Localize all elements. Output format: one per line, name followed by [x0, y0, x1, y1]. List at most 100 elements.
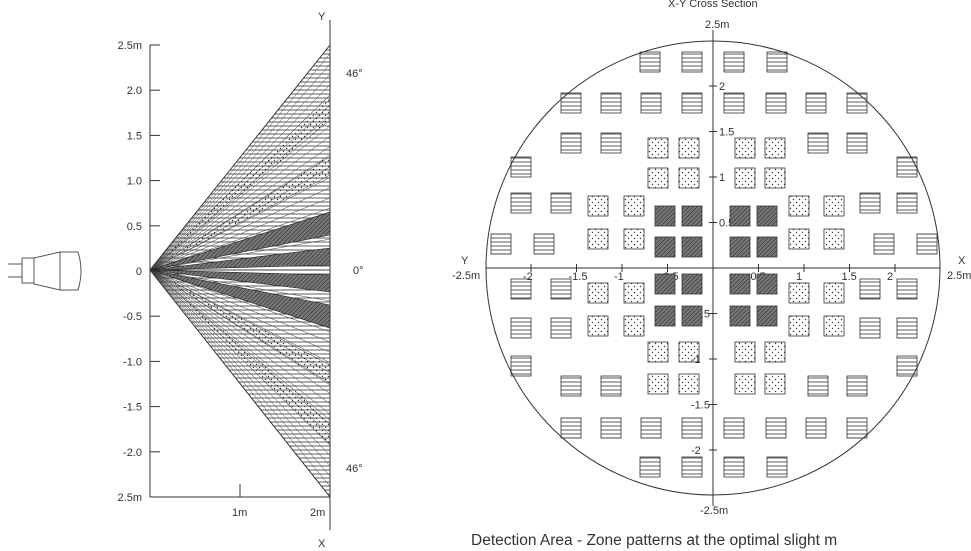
zone-square — [723, 417, 745, 439]
zone-square — [587, 195, 609, 217]
zone-square — [734, 137, 756, 159]
zone-square — [647, 373, 669, 395]
zone-square — [764, 137, 786, 159]
zone-square — [681, 205, 703, 227]
zone-square — [654, 305, 676, 327]
zone-square — [765, 92, 787, 114]
zone-square — [846, 132, 868, 154]
zone-square — [756, 273, 778, 295]
side-y-tick-label: 1.0 — [127, 176, 142, 188]
zone-square — [805, 92, 827, 114]
side-x-tick-2m: 2m — [310, 507, 325, 519]
angle-mid-label: 0° — [353, 265, 364, 277]
zone-square — [765, 417, 787, 439]
zone-square — [788, 282, 810, 304]
zone-square — [681, 236, 703, 258]
cs-right-axis: X — [958, 255, 966, 267]
cs-x-tick: -1.5 — [569, 271, 588, 283]
zone-square — [729, 205, 751, 227]
zone-square — [807, 375, 829, 397]
side-view-diagram: 2.5m2.01.51.00.50-0.5-1.0-1.5-2.02.5m Y … — [118, 11, 364, 550]
zone-square — [723, 456, 745, 478]
zone-square — [587, 315, 609, 337]
zone-square — [560, 92, 582, 114]
zone-square — [764, 167, 786, 189]
side-axis-y-label: Y — [318, 11, 326, 23]
zone-square — [560, 132, 582, 154]
zone-square — [510, 278, 532, 300]
zone-square — [623, 315, 645, 337]
cs-left-axis: Y — [461, 255, 469, 267]
zone-square — [723, 51, 745, 73]
side-y-tick-label: -2.0 — [123, 447, 142, 459]
cross-section-title: X-Y Cross Section — [668, 0, 758, 10]
cs-bottom-val: -2.5m — [700, 505, 728, 517]
cs-y-tick: 2 — [719, 81, 725, 93]
zone-square — [600, 92, 622, 114]
zone-square — [756, 236, 778, 258]
zone-square — [846, 375, 868, 397]
zone-square — [896, 192, 918, 214]
zone-square — [640, 92, 662, 114]
sensor-icon — [8, 251, 82, 291]
side-y-tick-label: 2.5m — [118, 40, 142, 52]
zone-square — [756, 305, 778, 327]
cs-x-tick: 1 — [796, 271, 802, 283]
zone-square — [587, 282, 609, 304]
zone-square — [788, 228, 810, 250]
side-axis-x-label: X — [318, 538, 326, 550]
zone-square — [640, 417, 662, 439]
zone-square — [678, 373, 700, 395]
zone-square — [490, 233, 512, 255]
side-y-tick-label: 0 — [136, 266, 142, 278]
zone-square — [510, 355, 532, 377]
zone-square — [756, 205, 778, 227]
zone-band-dotted — [150, 94, 330, 271]
zone-square — [560, 417, 582, 439]
cs-right-val: 2.5m — [947, 270, 971, 282]
zone-square — [623, 228, 645, 250]
zone-square — [623, 282, 645, 304]
cs-x-tick: 2 — [887, 271, 893, 283]
diagram-caption: Detection Area - Zone patterns at the op… — [471, 532, 838, 549]
zone-square — [560, 375, 582, 397]
zone-square — [647, 341, 669, 363]
zone-square — [600, 132, 622, 154]
zone-band-dotted — [150, 269, 330, 386]
zone-square — [681, 51, 703, 73]
cs-left-val: -2.5m — [452, 270, 480, 282]
cs-top-val: 2.5m — [705, 19, 729, 31]
cross-section-diagram: X-Y Cross Section -2-1.5-1-0.50.511.5221… — [452, 0, 971, 517]
zone-square — [823, 282, 845, 304]
zone-square — [647, 167, 669, 189]
zone-square — [734, 373, 756, 395]
zone-square — [823, 315, 845, 337]
zone-band-dotted — [150, 154, 330, 271]
zone-square — [681, 92, 703, 114]
zone-square — [729, 305, 751, 327]
side-y-tick-label: -0.5 — [123, 311, 142, 323]
cs-y-tick: -2 — [691, 445, 701, 457]
zone-square — [729, 273, 751, 295]
cs-y-tick: -1.5 — [691, 400, 710, 412]
cs-x-tick: -2 — [523, 271, 533, 283]
zone-square — [873, 233, 895, 255]
zone-square — [764, 373, 786, 395]
zone-square — [807, 132, 829, 154]
zone-band-dotted — [150, 269, 330, 446]
zone-square — [510, 317, 532, 339]
zone-square — [859, 317, 881, 339]
zone-square — [678, 341, 700, 363]
side-y-tick-label: -1.5 — [123, 402, 142, 414]
zone-square — [734, 341, 756, 363]
cs-x-tick: -1 — [614, 271, 624, 283]
angle-bottom-label: 46° — [346, 463, 363, 475]
zone-square — [647, 137, 669, 159]
zone-square — [681, 456, 703, 478]
zone-square — [623, 195, 645, 217]
zone-square — [729, 236, 751, 258]
zone-band-dark — [150, 211, 330, 271]
zone-square — [550, 278, 572, 300]
zone-square — [654, 205, 676, 227]
zone-square — [681, 273, 703, 295]
